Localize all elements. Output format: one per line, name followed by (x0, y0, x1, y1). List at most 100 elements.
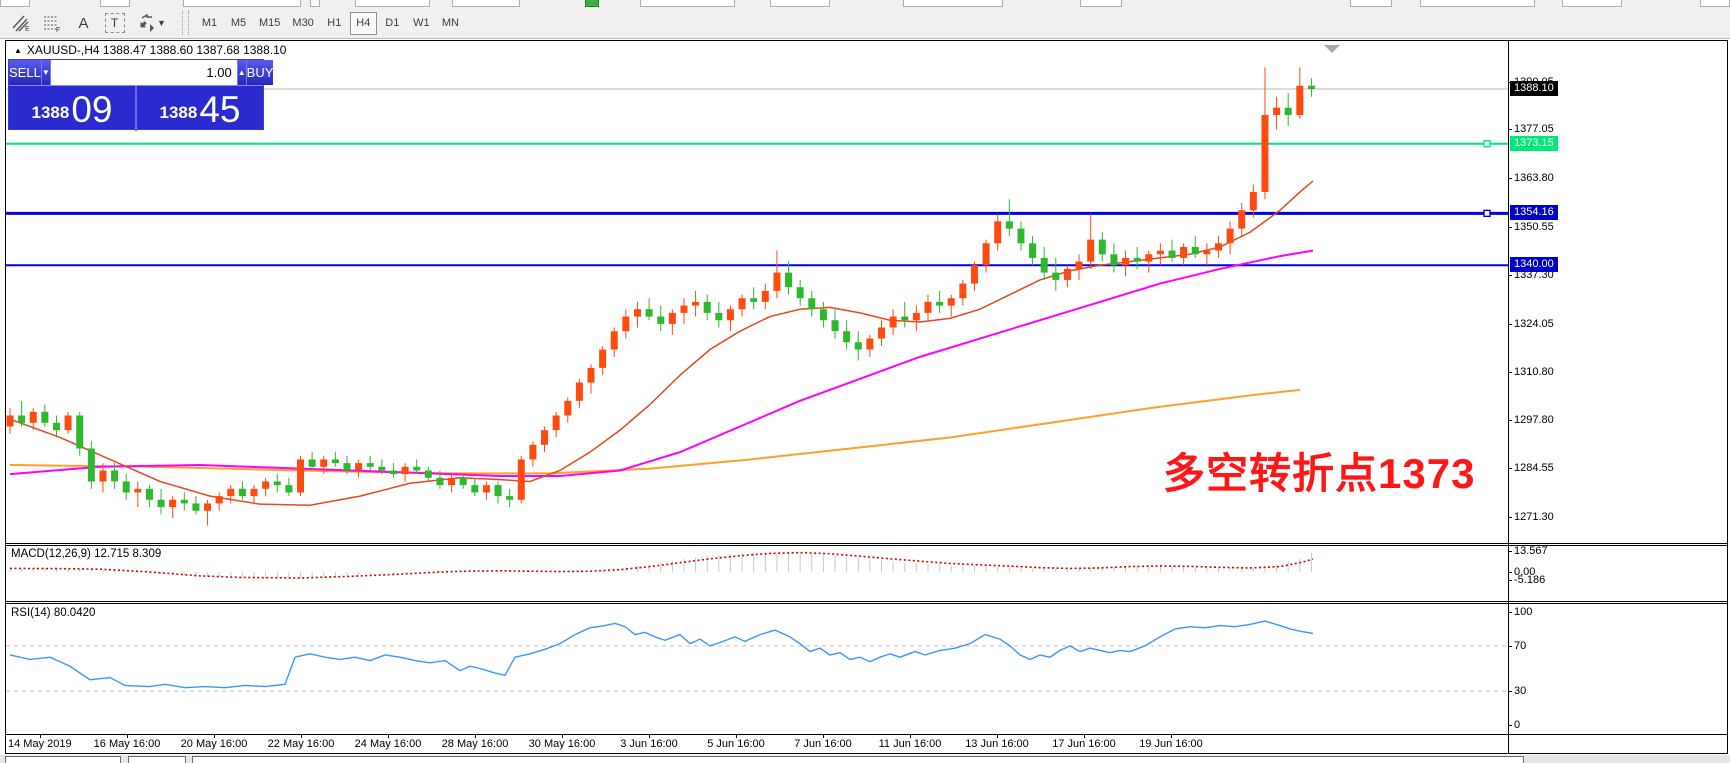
text-label-tool-icon[interactable]: A (78, 14, 89, 32)
timeframe-button-d1[interactable]: D1 (385, 17, 400, 29)
candle-body (1040, 257, 1048, 273)
price-badge-1340-00: 1340.00 (1510, 257, 1558, 272)
window-fragment (903, 0, 1003, 7)
symbol-ohlc-text: XAUUSD-,H4 1388.47 1388.60 1387.68 1388.… (26, 43, 287, 57)
time-axis-label: 24 May 16:00 (354, 738, 422, 750)
timeframe-button-m30[interactable]: M30 (292, 17, 314, 29)
candle-body (29, 411, 37, 423)
candle-body (680, 305, 688, 313)
candle-body (145, 488, 153, 500)
candle-body (587, 367, 595, 383)
macd-axis-tick (1508, 572, 1512, 573)
timeframe-button-h1[interactable]: H1 (327, 17, 342, 29)
candle-body (785, 272, 793, 288)
timeframe-button-m5[interactable]: M5 (230, 17, 247, 29)
timeframe-button-mn[interactable]: MN (441, 17, 459, 29)
candle-body (1261, 115, 1269, 192)
window-fragment (1700, 0, 1730, 7)
statusbar-fragment (192, 756, 1524, 763)
background-window-strip (0, 0, 1730, 8)
statusbar-fragment (5, 756, 121, 763)
timeframe-button-w1[interactable]: W1 (413, 17, 430, 29)
candle-body (1238, 210, 1246, 229)
candle-body (645, 309, 653, 317)
timeframe-button-m15[interactable]: M15 (259, 17, 281, 29)
time-axis-tick (475, 735, 476, 738)
candle-body (1075, 261, 1083, 269)
window-fragment-green (585, 0, 599, 7)
hline-1373-handle[interactable] (1483, 140, 1491, 148)
candle-body (1098, 239, 1106, 255)
main-toolbar: E F A T ▼ M1 M5 M15 M30 H1 H4 D1 W1 MN (0, 8, 1730, 39)
buy-button[interactable]: BUY (246, 60, 274, 85)
rsi-axis-tick (1508, 646, 1512, 647)
sell-button[interactable]: SELL (9, 60, 41, 85)
candle-body (41, 411, 49, 423)
candle-body (1168, 250, 1176, 258)
pane-separator[interactable] (6, 601, 1727, 602)
window-fragment (100, 0, 130, 7)
candle-body (773, 272, 781, 291)
rsi-line (9, 620, 1314, 689)
time-axis-label: 14 May 2019 (8, 738, 72, 750)
candle-body (192, 503, 200, 511)
macd-pane[interactable] (6, 546, 1508, 601)
channel-tool-icon[interactable]: E (7, 10, 36, 37)
price-axis-label: 1350.55 (1514, 221, 1554, 233)
macd-axis-label: 13.567 (1514, 545, 1548, 557)
volume-decrease-button[interactable]: ▼ (40, 60, 51, 85)
pane-separator (6, 734, 1727, 735)
candle-body (738, 298, 746, 310)
candle-body (436, 477, 444, 486)
candle-body (1063, 268, 1071, 280)
time-axis-tick (127, 735, 128, 738)
pane-separator[interactable] (6, 543, 1727, 544)
candle-body (541, 430, 549, 445)
window-fragment (452, 0, 520, 7)
price-axis-tick (1508, 324, 1512, 325)
text-box-tool-icon[interactable]: T (100, 10, 129, 37)
time-axis-label: 7 Jun 16:00 (794, 738, 852, 750)
candle-body (796, 287, 804, 299)
collapse-triangle-icon[interactable]: ▲ (14, 46, 22, 55)
price-axis-tick (1508, 468, 1512, 469)
candle-body (215, 496, 223, 504)
window-fragment (770, 0, 830, 7)
volume-increase-button[interactable]: ▲ (236, 60, 247, 85)
rsi-pane[interactable] (6, 604, 1508, 734)
volume-input[interactable] (50, 60, 237, 85)
buy-price-small: 1388 (159, 103, 198, 122)
candle-body (424, 470, 432, 478)
window-fragment (183, 0, 301, 7)
candle-body (761, 290, 769, 302)
candle-body (459, 477, 467, 486)
candle-body (471, 485, 479, 493)
candle-body (552, 415, 560, 431)
candle-body (564, 400, 572, 416)
price-axis-label: 1310.80 (1514, 366, 1554, 378)
arrows-tool-icon[interactable]: ▼ (131, 10, 173, 37)
timeframe-button-m1[interactable]: M1 (201, 17, 218, 29)
candle-body (947, 298, 955, 306)
candle-body (262, 481, 270, 489)
toolbar-separator (182, 11, 189, 35)
candle-body (1052, 272, 1060, 280)
candle-body (599, 349, 607, 368)
window-fragment (1350, 0, 1392, 7)
candle-body (889, 316, 897, 328)
chart-shift-marker-icon[interactable] (1324, 45, 1340, 53)
chart-annotation-text[interactable]: 多空转折点1373 (1163, 450, 1476, 497)
fibonacci-tool-icon[interactable]: F (38, 10, 67, 37)
candle-body (157, 499, 165, 508)
rsi-axis-tick (1508, 612, 1512, 613)
sell-price-small: 1388 (31, 103, 70, 122)
hline-1354-handle[interactable] (1483, 209, 1491, 218)
candle-body (982, 243, 990, 266)
time-axis[interactable]: 14 May 2019 16 May 16:00 20 May 16:00 22 Ma… (6, 735, 1508, 754)
time-axis-tick (301, 735, 302, 738)
rsi-axis-tick (1508, 691, 1512, 692)
candle-body (726, 309, 734, 321)
buy-price[interactable]: 1388 45 (137, 86, 263, 131)
timeframe-button-h4[interactable]: H4 (349, 11, 377, 35)
sell-price[interactable]: 1388 09 (9, 86, 135, 131)
